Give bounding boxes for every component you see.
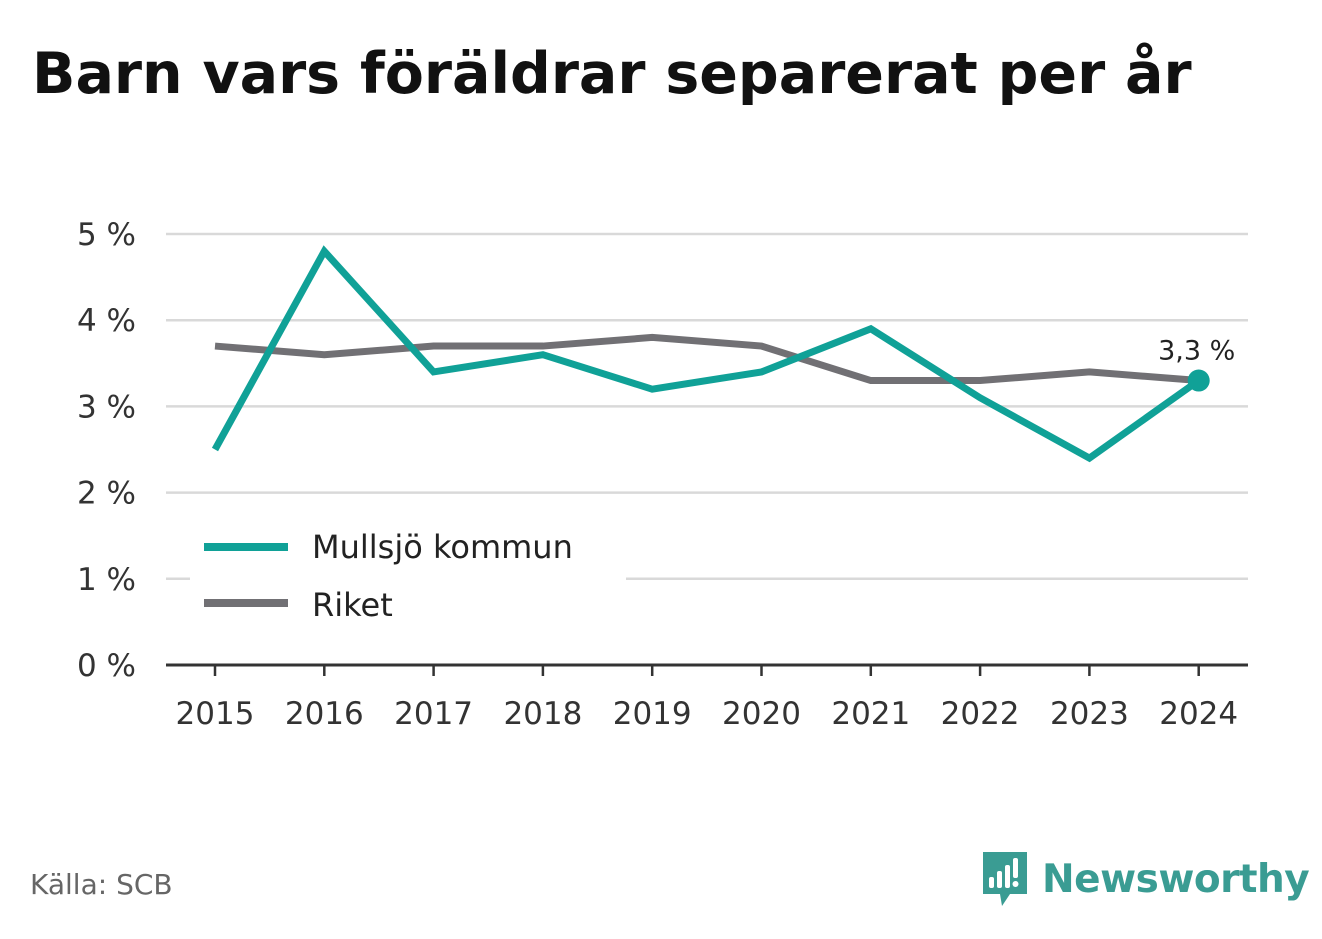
series-line-riket [214, 333, 1199, 385]
legend-label-riket: Riket [312, 586, 393, 624]
brand-name: Newsworthy [1042, 856, 1310, 902]
x-tick-label: 2015 [176, 696, 255, 732]
x-axis: 2015 2016 2017 2018 2019 2020 2021 2022 2023 2024 [166, 663, 1248, 732]
last-value-label: 3,3 % [1158, 336, 1235, 367]
series-lines [211, 245, 1201, 463]
last-value-marker [1187, 369, 1210, 392]
source-note: Källa: SCB [30, 868, 173, 901]
x-tick-label: 2024 [1159, 696, 1238, 732]
x-tick-label: 2020 [722, 696, 801, 732]
brand-logo: Newsworthy [980, 848, 1310, 910]
legend-label-mullsjo: Mullsjö kommun [312, 528, 573, 566]
x-tick-label: 2018 [503, 696, 582, 732]
x-tick-label: 2019 [613, 696, 692, 732]
annotation: 3,3 % [1158, 336, 1235, 392]
x-tick-label: 2017 [394, 696, 473, 732]
y-tick-label: 1 % [77, 562, 136, 598]
x-tick-label: 2023 [1050, 696, 1129, 732]
y-tick-label: 0 % [77, 648, 136, 684]
y-tick-label: 4 % [77, 303, 136, 339]
legend: Mullsjö kommun Riket [190, 520, 626, 624]
y-tick-label: 3 % [77, 389, 136, 425]
chart-title: Barn vars föräldrar separerat per år [32, 41, 1192, 107]
newsworthy-chart-bubble-icon [983, 852, 1027, 906]
y-tick-label: 5 % [77, 217, 136, 253]
series-line-mullsjo [211, 245, 1201, 463]
y-tick-label: 2 % [77, 476, 136, 512]
x-tick-label: 2022 [941, 696, 1020, 732]
y-axis-ticks: 0 % 1 % 2 % 3 % 4 % 5 % [77, 217, 136, 684]
x-tick-label: 2016 [285, 696, 364, 732]
x-tick-label: 2021 [831, 696, 910, 732]
